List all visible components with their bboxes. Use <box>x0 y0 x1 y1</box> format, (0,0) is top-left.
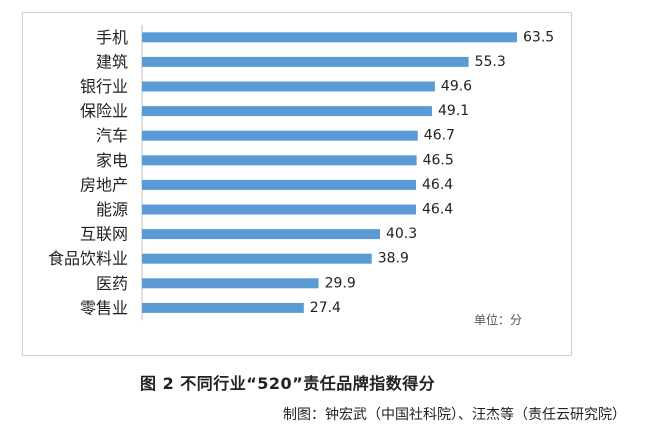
value-label: 49.6 <box>441 79 472 95</box>
value-label: 49.1 <box>438 103 469 119</box>
category-label: 能源 <box>96 200 128 219</box>
bar <box>142 106 432 117</box>
value-label: 55.3 <box>475 54 506 70</box>
category-label: 银行业 <box>80 77 128 96</box>
category-label: 医药 <box>96 274 128 293</box>
category-label: 食品饮料业 <box>48 249 128 268</box>
category-label: 汽车 <box>96 126 128 145</box>
bar <box>142 56 469 67</box>
bar <box>142 302 304 313</box>
bar <box>142 278 319 289</box>
bar <box>142 253 372 264</box>
category-label: 保险业 <box>80 102 128 121</box>
value-label: 29.9 <box>325 275 356 291</box>
value-label: 46.4 <box>422 177 453 193</box>
bar <box>142 81 435 92</box>
bars-group: 手机 63.5 建筑 55.3 银行业 49.6 保险业 49.1 汽车 46.7 家电 46.5 房地… <box>48 28 554 318</box>
figure-credit: 制图：钟宏武（中国社科院）、汪杰等（责任云研究院） <box>283 407 626 423</box>
bar <box>142 179 417 190</box>
category-label: 家电 <box>96 151 128 170</box>
value-label: 38.9 <box>378 251 409 267</box>
value-label: 46.5 <box>423 152 454 168</box>
value-label: 46.4 <box>422 202 453 218</box>
bar-chart: 手机 63.5 建筑 55.3 银行业 49.6 保险业 49.1 汽车 46.7 家电 46.5 房地… <box>48 25 554 321</box>
chart-frame: 手机 63.5 建筑 55.3 银行业 49.6 保险业 49.1 汽车 46.7 家电 46.5 房地… <box>22 12 572 356</box>
unit-note: 单位：分 <box>474 313 523 327</box>
figure-caption: 图 2 不同行业“520”责任品牌指数得分 <box>140 374 436 393</box>
category-label: 建筑 <box>96 52 128 71</box>
category-label: 房地产 <box>80 175 128 194</box>
category-label: 手机 <box>96 28 128 47</box>
bar <box>142 155 417 166</box>
bar <box>142 32 517 43</box>
value-label: 46.7 <box>424 128 455 144</box>
category-label: 零售业 <box>80 298 128 317</box>
value-label: 40.3 <box>386 226 417 242</box>
value-label: 27.4 <box>310 300 341 316</box>
value-label: 63.5 <box>523 29 554 45</box>
bar <box>142 130 418 141</box>
bar <box>142 229 380 240</box>
category-label: 互联网 <box>80 225 128 244</box>
bar <box>142 204 417 215</box>
